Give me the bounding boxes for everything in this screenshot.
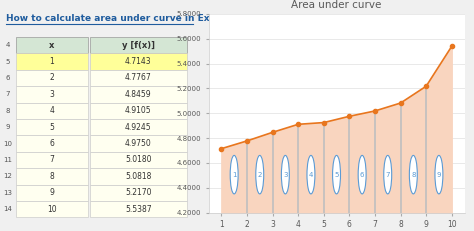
Text: x: x xyxy=(49,41,55,50)
Bar xyxy=(90,185,187,201)
Title: Area under curve: Area under curve xyxy=(292,0,382,10)
Bar xyxy=(90,86,187,103)
Text: 5.0180: 5.0180 xyxy=(125,155,152,164)
Text: 7: 7 xyxy=(49,155,54,164)
Text: 8: 8 xyxy=(49,172,54,181)
Text: 5: 5 xyxy=(6,59,10,64)
Bar xyxy=(16,152,88,168)
Text: 4: 4 xyxy=(309,172,313,178)
Text: 4.9105: 4.9105 xyxy=(125,106,152,115)
Text: 5.2170: 5.2170 xyxy=(125,188,152,197)
Text: 5: 5 xyxy=(334,172,339,178)
Text: 7: 7 xyxy=(385,172,390,178)
Text: y [f(x)]: y [f(x)] xyxy=(122,41,155,50)
Text: 2: 2 xyxy=(49,73,54,82)
Text: 3: 3 xyxy=(49,90,54,99)
Bar xyxy=(16,185,88,201)
Text: 4: 4 xyxy=(49,106,54,115)
Circle shape xyxy=(230,155,238,194)
Text: 2: 2 xyxy=(257,172,262,178)
Bar xyxy=(16,70,88,86)
Text: 1: 1 xyxy=(232,172,237,178)
Bar xyxy=(90,152,187,168)
Bar xyxy=(16,103,88,119)
Text: 4.9750: 4.9750 xyxy=(125,139,152,148)
Text: 4: 4 xyxy=(6,42,10,48)
Bar xyxy=(16,86,88,103)
Text: 6: 6 xyxy=(6,75,10,81)
Bar xyxy=(16,201,88,217)
Text: 11: 11 xyxy=(3,157,12,163)
Text: 8: 8 xyxy=(411,172,416,178)
Text: 1: 1 xyxy=(49,57,54,66)
Text: 6: 6 xyxy=(49,139,54,148)
Text: 13: 13 xyxy=(3,190,12,196)
Bar xyxy=(90,70,187,86)
Bar xyxy=(90,37,187,53)
Circle shape xyxy=(256,155,264,194)
Text: 6: 6 xyxy=(360,172,365,178)
Circle shape xyxy=(307,155,315,194)
Bar xyxy=(90,135,187,152)
Text: 10: 10 xyxy=(47,205,56,214)
Text: 4.8459: 4.8459 xyxy=(125,90,152,99)
Bar xyxy=(16,168,88,185)
Bar xyxy=(16,119,88,135)
Text: 3: 3 xyxy=(283,172,288,178)
Circle shape xyxy=(358,155,366,194)
Text: 9: 9 xyxy=(437,172,441,178)
Text: 8: 8 xyxy=(6,108,10,114)
Text: 4.7767: 4.7767 xyxy=(125,73,152,82)
Bar xyxy=(16,135,88,152)
Text: 10: 10 xyxy=(3,141,12,146)
Bar xyxy=(16,53,88,70)
Text: 4.7143: 4.7143 xyxy=(125,57,152,66)
Text: 5.0818: 5.0818 xyxy=(125,172,152,181)
Circle shape xyxy=(410,155,417,194)
Circle shape xyxy=(333,155,340,194)
Text: 9: 9 xyxy=(49,188,54,197)
Bar xyxy=(90,168,187,185)
Text: 7: 7 xyxy=(6,91,10,97)
Bar xyxy=(90,103,187,119)
Text: 5: 5 xyxy=(49,123,54,132)
Text: 4.9245: 4.9245 xyxy=(125,123,152,132)
Bar xyxy=(90,119,187,135)
Text: 5.5387: 5.5387 xyxy=(125,205,152,214)
Text: 9: 9 xyxy=(6,124,10,130)
Bar xyxy=(90,201,187,217)
Circle shape xyxy=(435,155,443,194)
Circle shape xyxy=(384,155,392,194)
Text: 12: 12 xyxy=(3,173,12,179)
Circle shape xyxy=(282,155,289,194)
Text: How to calculate area under curve in Excel: How to calculate area under curve in Exc… xyxy=(6,14,224,23)
Bar xyxy=(90,53,187,70)
Bar xyxy=(16,37,88,53)
Text: 14: 14 xyxy=(3,206,12,212)
